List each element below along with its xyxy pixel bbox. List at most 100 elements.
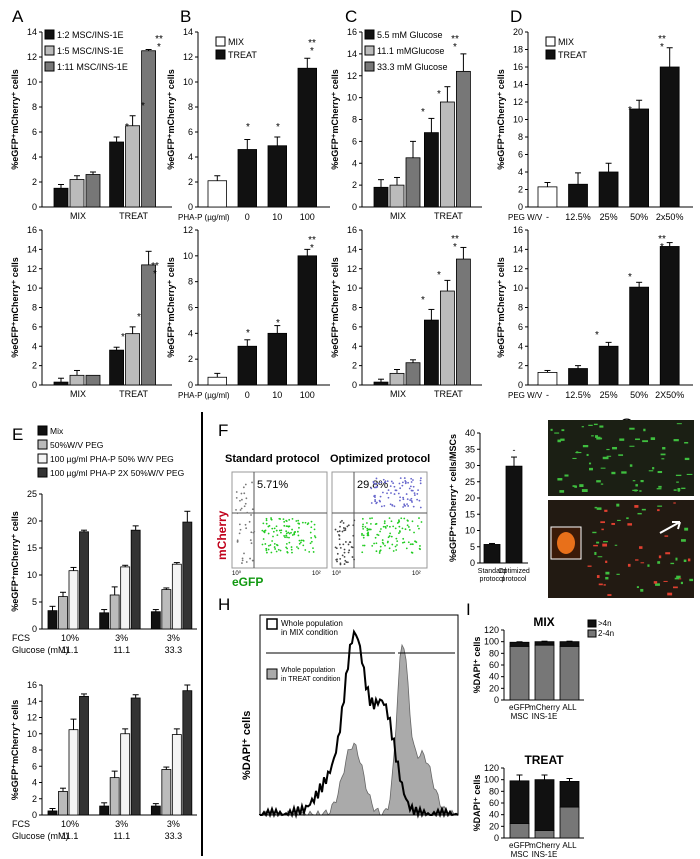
flow-event: [351, 556, 354, 558]
y-tick-label: 16: [513, 62, 523, 72]
flow-event: [386, 524, 389, 527]
glucose-label: Glucose (mM): [12, 831, 69, 841]
legend-swatch: [364, 29, 375, 40]
flow-event: [366, 527, 369, 530]
bar: [568, 183, 588, 208]
bar: [559, 806, 580, 839]
flow-plot-standard: [231, 471, 328, 569]
bar: [109, 349, 124, 386]
cell-speck: [560, 438, 565, 441]
legend-label: >4n: [598, 619, 612, 628]
flow-event: [261, 543, 264, 546]
y-tick-label: 5: [32, 597, 37, 607]
flow-event: [265, 517, 268, 520]
flow-event: [346, 525, 349, 528]
flow-event: [413, 531, 415, 534]
significance-mark: *: [246, 122, 250, 133]
significance-mark: *: [628, 105, 632, 116]
cell-speck: [627, 523, 633, 526]
cell-speck: [664, 535, 669, 537]
bar: [182, 690, 193, 816]
bar: [130, 529, 141, 630]
flow-event: [312, 551, 315, 553]
flow-event: [361, 532, 363, 535]
flow-event: [388, 535, 391, 537]
flow-event: [253, 530, 256, 533]
legend-treat-line2: in TREAT condition: [281, 676, 341, 683]
flow-event: [376, 501, 378, 504]
flow-event: [347, 524, 350, 527]
flow-event: [336, 558, 338, 561]
flow-event: [288, 532, 291, 535]
chart-title: MIX: [533, 615, 554, 629]
cell-speck: [676, 481, 679, 483]
y-tick-label: 60: [489, 660, 499, 670]
bar: [423, 319, 439, 386]
flow-event: [373, 542, 375, 545]
chart-B2: 0 2 4 6 8 10 12 %eGFP⁺mCherry⁺ cells 0 10 100 PHA-P…: [166, 225, 330, 400]
y-tick-label: 2: [188, 177, 193, 187]
y-tick-label: 6: [518, 150, 523, 160]
cell-speck: [554, 432, 560, 434]
flow-event: [390, 480, 393, 483]
flow-event: [361, 534, 363, 536]
y-tick-label: 4: [352, 158, 357, 168]
flow-event: [250, 542, 253, 545]
panel-letter-b: B: [180, 7, 191, 26]
cell-speck: [588, 462, 592, 465]
flow-event: [408, 529, 411, 531]
cell-speck: [684, 527, 689, 531]
y-tick-label: 12: [347, 71, 357, 81]
bar: [405, 157, 421, 208]
flow-event: [411, 543, 414, 546]
x-category-label: protocol: [480, 576, 505, 583]
x-category-label: TREAT: [434, 389, 463, 399]
flow-event: [236, 540, 239, 543]
flow-event: [280, 531, 282, 534]
flow-event: [298, 523, 301, 525]
bar: [120, 733, 131, 816]
flow-event: [334, 546, 337, 549]
flow-event: [372, 480, 375, 483]
y-tick-label: 10: [513, 115, 523, 125]
y-axis-label: %eGFP⁺mCherry⁺ cells: [166, 257, 176, 358]
cell-speck: [650, 437, 656, 440]
bar: [47, 810, 58, 816]
flow-event: [291, 517, 294, 520]
legend-swatch: [364, 61, 375, 72]
y-tick-label: 14: [27, 27, 37, 37]
bar: [182, 521, 193, 630]
cell-speck: [592, 531, 597, 534]
bar: [389, 372, 405, 386]
cell-speck: [637, 512, 642, 515]
significance-mark: *: [660, 242, 664, 253]
bar: [150, 805, 161, 816]
y-tick-label: 120: [484, 763, 499, 773]
significance-mark: *: [153, 269, 157, 280]
flow-event: [235, 496, 238, 499]
flow-event: [405, 547, 408, 550]
y-tick-label: 0: [470, 558, 475, 568]
x-prefix-label: PEG W/V: [508, 391, 543, 400]
y-tick-label: 25: [465, 477, 475, 487]
chart-E2: 0 2 4 6 8 10 12 14 16 %eGFP⁺mCherry⁺ cells 10% 11.1…: [10, 680, 197, 841]
flow-event: [264, 543, 267, 545]
flow-event: [310, 526, 313, 529]
flow-event: [344, 527, 347, 530]
flow-cytometry: Standard protocol Optimized protocol 5.7…: [215, 453, 430, 589]
legend-label: 100 µg/ml PHA-P 2X 50%W/V PEG: [50, 468, 184, 478]
cell-speck: [606, 455, 612, 457]
flow-event: [294, 530, 296, 533]
flow-event: [339, 521, 342, 523]
flow-event: [399, 530, 401, 533]
flow-event: [276, 534, 279, 536]
legend-label: 33.3 mM Glucose: [377, 62, 448, 72]
cell-speck: [640, 588, 644, 592]
y-tick-label: 8: [32, 745, 37, 755]
flow-event: [400, 517, 403, 520]
x-category-label: 2x50%: [656, 212, 684, 222]
bar: [559, 781, 580, 808]
flow-event: [288, 541, 291, 544]
x-category-label: 100: [300, 390, 315, 400]
flow-event: [402, 496, 405, 499]
